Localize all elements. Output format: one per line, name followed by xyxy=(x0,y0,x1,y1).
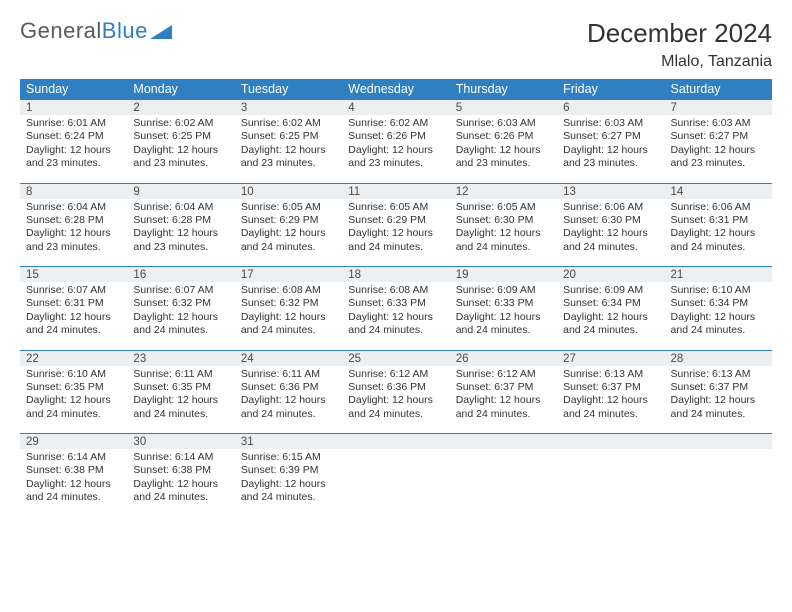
day-number-cell: 9 xyxy=(127,183,234,199)
day-number-cell: 18 xyxy=(342,267,449,283)
day-detail-cell: Sunrise: 6:03 AMSunset: 6:27 PMDaylight:… xyxy=(557,115,664,183)
day-number-cell: 21 xyxy=(665,267,772,283)
day-of-week-header: Thursday xyxy=(450,79,557,100)
month-title: December 2024 xyxy=(587,18,772,49)
day-number-cell: 4 xyxy=(342,100,449,116)
logo-triangle-icon xyxy=(150,23,172,39)
day-number-cell: 27 xyxy=(557,350,664,366)
day-number-row: 15161718192021 xyxy=(20,267,772,283)
day-detail-cell: Sunrise: 6:02 AMSunset: 6:26 PMDaylight:… xyxy=(342,115,449,183)
logo-text-1: General xyxy=(20,18,102,44)
day-detail-cell: Sunrise: 6:07 AMSunset: 6:32 PMDaylight:… xyxy=(127,282,234,350)
location: Mlalo, Tanzania xyxy=(587,53,772,71)
day-number-cell: 14 xyxy=(665,183,772,199)
day-detail-cell xyxy=(557,449,664,517)
day-detail-cell: Sunrise: 6:09 AMSunset: 6:33 PMDaylight:… xyxy=(450,282,557,350)
day-number-cell: 12 xyxy=(450,183,557,199)
calendar-page: GeneralBlue December 2024 Mlalo, Tanzani… xyxy=(0,0,792,527)
day-number-cell: 31 xyxy=(235,434,342,450)
day-number-cell: 22 xyxy=(20,350,127,366)
day-of-week-header: Sunday xyxy=(20,79,127,100)
day-number-cell: 16 xyxy=(127,267,234,283)
day-detail-cell: Sunrise: 6:03 AMSunset: 6:26 PMDaylight:… xyxy=(450,115,557,183)
day-detail-cell: Sunrise: 6:03 AMSunset: 6:27 PMDaylight:… xyxy=(665,115,772,183)
day-detail-cell: Sunrise: 6:02 AMSunset: 6:25 PMDaylight:… xyxy=(127,115,234,183)
day-detail-cell: Sunrise: 6:13 AMSunset: 6:37 PMDaylight:… xyxy=(665,366,772,434)
day-of-week-header: Tuesday xyxy=(235,79,342,100)
day-number-cell: 1 xyxy=(20,100,127,116)
day-number-row: 891011121314 xyxy=(20,183,772,199)
day-detail-cell: Sunrise: 6:10 AMSunset: 6:35 PMDaylight:… xyxy=(20,366,127,434)
day-detail-cell: Sunrise: 6:12 AMSunset: 6:37 PMDaylight:… xyxy=(450,366,557,434)
day-number-cell: 6 xyxy=(557,100,664,116)
day-of-week-header: Saturday xyxy=(665,79,772,100)
day-detail-cell: Sunrise: 6:08 AMSunset: 6:32 PMDaylight:… xyxy=(235,282,342,350)
day-number-cell: 2 xyxy=(127,100,234,116)
day-number-cell: 25 xyxy=(342,350,449,366)
day-number-cell: 5 xyxy=(450,100,557,116)
day-detail-row: Sunrise: 6:10 AMSunset: 6:35 PMDaylight:… xyxy=(20,366,772,434)
day-number-cell: 20 xyxy=(557,267,664,283)
day-detail-cell: Sunrise: 6:14 AMSunset: 6:38 PMDaylight:… xyxy=(20,449,127,517)
day-detail-cell xyxy=(342,449,449,517)
day-detail-cell: Sunrise: 6:07 AMSunset: 6:31 PMDaylight:… xyxy=(20,282,127,350)
day-detail-cell: Sunrise: 6:04 AMSunset: 6:28 PMDaylight:… xyxy=(20,199,127,267)
day-detail-cell: Sunrise: 6:12 AMSunset: 6:36 PMDaylight:… xyxy=(342,366,449,434)
calendar-table: SundayMondayTuesdayWednesdayThursdayFrid… xyxy=(20,79,772,517)
day-detail-cell: Sunrise: 6:11 AMSunset: 6:35 PMDaylight:… xyxy=(127,366,234,434)
day-number-cell: 13 xyxy=(557,183,664,199)
day-number-row: 22232425262728 xyxy=(20,350,772,366)
day-number-cell: 7 xyxy=(665,100,772,116)
day-detail-cell xyxy=(665,449,772,517)
day-of-week-row: SundayMondayTuesdayWednesdayThursdayFrid… xyxy=(20,79,772,100)
day-detail-cell: Sunrise: 6:05 AMSunset: 6:29 PMDaylight:… xyxy=(342,199,449,267)
day-detail-cell: Sunrise: 6:08 AMSunset: 6:33 PMDaylight:… xyxy=(342,282,449,350)
day-number-cell: 24 xyxy=(235,350,342,366)
day-detail-cell: Sunrise: 6:02 AMSunset: 6:25 PMDaylight:… xyxy=(235,115,342,183)
day-number-row: 293031 xyxy=(20,434,772,450)
day-detail-row: Sunrise: 6:07 AMSunset: 6:31 PMDaylight:… xyxy=(20,282,772,350)
day-detail-cell xyxy=(450,449,557,517)
day-of-week-header: Wednesday xyxy=(342,79,449,100)
day-detail-cell: Sunrise: 6:14 AMSunset: 6:38 PMDaylight:… xyxy=(127,449,234,517)
day-number-cell xyxy=(450,434,557,450)
day-number-cell: 23 xyxy=(127,350,234,366)
day-number-cell xyxy=(557,434,664,450)
day-detail-cell: Sunrise: 6:11 AMSunset: 6:36 PMDaylight:… xyxy=(235,366,342,434)
day-of-week-header: Friday xyxy=(557,79,664,100)
day-number-cell: 26 xyxy=(450,350,557,366)
day-number-cell xyxy=(665,434,772,450)
day-number-cell xyxy=(342,434,449,450)
day-detail-cell: Sunrise: 6:15 AMSunset: 6:39 PMDaylight:… xyxy=(235,449,342,517)
day-detail-cell: Sunrise: 6:06 AMSunset: 6:31 PMDaylight:… xyxy=(665,199,772,267)
day-detail-cell: Sunrise: 6:06 AMSunset: 6:30 PMDaylight:… xyxy=(557,199,664,267)
day-number-cell: 8 xyxy=(20,183,127,199)
logo-text-2: Blue xyxy=(102,18,148,44)
day-detail-row: Sunrise: 6:04 AMSunset: 6:28 PMDaylight:… xyxy=(20,199,772,267)
day-number-cell: 3 xyxy=(235,100,342,116)
day-number-cell: 10 xyxy=(235,183,342,199)
day-detail-cell: Sunrise: 6:01 AMSunset: 6:24 PMDaylight:… xyxy=(20,115,127,183)
header: GeneralBlue December 2024 Mlalo, Tanzani… xyxy=(20,18,772,71)
day-number-cell: 17 xyxy=(235,267,342,283)
day-detail-row: Sunrise: 6:01 AMSunset: 6:24 PMDaylight:… xyxy=(20,115,772,183)
day-number-cell: 11 xyxy=(342,183,449,199)
day-number-cell: 19 xyxy=(450,267,557,283)
logo: GeneralBlue xyxy=(20,18,172,44)
day-detail-cell: Sunrise: 6:13 AMSunset: 6:37 PMDaylight:… xyxy=(557,366,664,434)
title-block: December 2024 Mlalo, Tanzania xyxy=(587,18,772,71)
day-detail-cell: Sunrise: 6:05 AMSunset: 6:29 PMDaylight:… xyxy=(235,199,342,267)
day-number-cell: 15 xyxy=(20,267,127,283)
day-detail-cell: Sunrise: 6:05 AMSunset: 6:30 PMDaylight:… xyxy=(450,199,557,267)
day-number-cell: 30 xyxy=(127,434,234,450)
day-number-cell: 29 xyxy=(20,434,127,450)
day-number-row: 1234567 xyxy=(20,100,772,116)
day-number-cell: 28 xyxy=(665,350,772,366)
day-detail-cell: Sunrise: 6:10 AMSunset: 6:34 PMDaylight:… xyxy=(665,282,772,350)
day-of-week-header: Monday xyxy=(127,79,234,100)
day-detail-row: Sunrise: 6:14 AMSunset: 6:38 PMDaylight:… xyxy=(20,449,772,517)
day-detail-cell: Sunrise: 6:04 AMSunset: 6:28 PMDaylight:… xyxy=(127,199,234,267)
day-detail-cell: Sunrise: 6:09 AMSunset: 6:34 PMDaylight:… xyxy=(557,282,664,350)
